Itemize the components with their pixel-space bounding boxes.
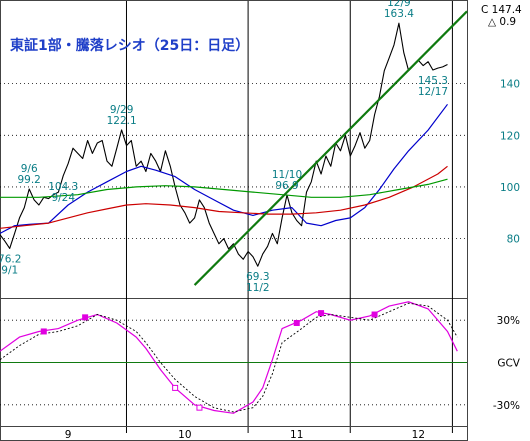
upper-ytick-label-2: 120 <box>500 130 520 142</box>
x-axis-label-3: 12 <box>412 429 425 441</box>
upper-series-line-2 <box>0 165 448 229</box>
annotation-label-2: 104.3 9/24 <box>48 181 78 204</box>
upper-series-line-3 <box>0 178 448 198</box>
lower-ytick-label-2: -30% <box>493 400 520 412</box>
upper-ytick-group: 80 100 120 140 <box>500 79 520 246</box>
annotation-label-3: 9/29 122.1 <box>107 104 137 127</box>
lower-grid <box>0 319 467 406</box>
trendline <box>193 10 468 286</box>
lower-ytick-label-0: 30% <box>497 315 520 327</box>
marker-group <box>40 310 378 411</box>
chart-title: 東証1部・騰落レシオ（25日：日足） <box>10 37 249 54</box>
annotation-label-7: 145.3 12/17 <box>418 75 448 98</box>
trendline-group <box>193 10 468 286</box>
annotation-label-4: 69.3 11/2 <box>246 271 270 294</box>
lower-ytick-group: 30% GCV -30% <box>493 315 521 412</box>
signal-marker-4 <box>293 319 300 326</box>
annotation-label-1: 9/6 99.2 <box>17 163 40 186</box>
x-axis-label-2: 11 <box>290 429 303 441</box>
header-change-value: △ 0.9 <box>488 16 516 28</box>
signal-marker-2 <box>172 384 179 391</box>
upper-series-line-1 <box>0 103 448 234</box>
signal-marker-1 <box>82 314 89 321</box>
upper-ytick-label-3: 140 <box>500 79 520 91</box>
x-label-group: 9 10 11 12 <box>65 427 453 441</box>
upper-series-line-0 <box>0 22 448 267</box>
annotation-group: 76.2 9/1 9/6 99.2 104.3 9/24 9/29 122.1 69.3 11/2… <box>0 0 448 294</box>
signal-marker-3 <box>196 404 203 411</box>
upper-ytick-label-0: 80 <box>507 234 520 246</box>
signal-marker-5 <box>318 310 325 317</box>
annotation-label-5: 11/10 96.9 <box>272 169 302 192</box>
header-current-value: C 147.4 <box>481 4 522 16</box>
x-axis-label-1: 10 <box>178 429 191 441</box>
upper-series-group <box>0 22 448 267</box>
signal-marker-6 <box>371 311 378 318</box>
upper-ytick-label-1: 100 <box>500 182 520 194</box>
signal-marker-0 <box>40 328 47 335</box>
annotation-label-0: 76.2 9/1 <box>0 253 21 276</box>
x-axis-label-0: 9 <box>65 429 72 441</box>
annotation-label-6: 12/9 163.4 <box>384 0 414 20</box>
lower-ytick-label-1: GCV <box>497 358 520 370</box>
